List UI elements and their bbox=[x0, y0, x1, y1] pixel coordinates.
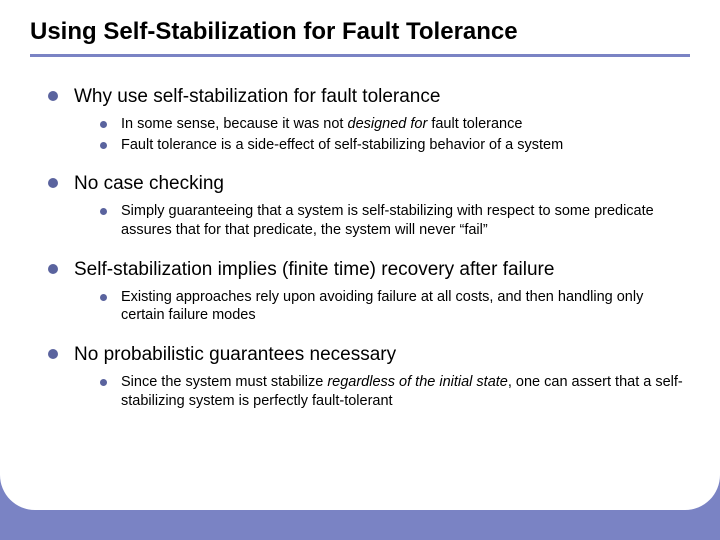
sub-text: Existing approaches rely upon avoiding f… bbox=[121, 288, 690, 326]
main-item-row: No case checking bbox=[48, 172, 690, 196]
content-area: Using Self-Stabilization for Fault Toler… bbox=[0, 0, 720, 510]
list-item: Fault tolerance is a side-effect of self… bbox=[100, 136, 690, 155]
text-post: fault tolerance bbox=[427, 116, 522, 132]
bullet-icon bbox=[48, 264, 58, 274]
list-item: No case checking Simply guaranteeing tha… bbox=[48, 172, 690, 239]
list-item: Self-stabilization implies (finite time)… bbox=[48, 258, 690, 325]
list-item: In some sense, because it was not design… bbox=[100, 115, 690, 134]
bullet-icon bbox=[100, 208, 107, 215]
text-pre: Simply guaranteeing that a system is sel… bbox=[121, 203, 654, 238]
text-italic: designed for bbox=[348, 116, 428, 132]
list-item: Since the system must stabilize regardle… bbox=[100, 373, 690, 411]
sub-list: Existing approaches rely upon avoiding f… bbox=[48, 288, 690, 326]
text-pre: Existing approaches rely upon avoiding f… bbox=[121, 289, 643, 324]
bullet-icon bbox=[48, 91, 58, 101]
bullet-icon bbox=[48, 178, 58, 188]
main-item-row: Self-stabilization implies (finite time)… bbox=[48, 258, 690, 282]
slide: Using Self-Stabilization for Fault Toler… bbox=[0, 0, 720, 540]
main-text: No probabilistic guarantees necessary bbox=[74, 343, 396, 367]
main-text: Why use self-stabilization for fault tol… bbox=[74, 85, 440, 109]
bullet-icon bbox=[48, 349, 58, 359]
sub-list: Since the system must stabilize regardle… bbox=[48, 373, 690, 411]
list-item: Existing approaches rely upon avoiding f… bbox=[100, 288, 690, 326]
bullet-icon bbox=[100, 142, 107, 149]
main-list: Why use self-stabilization for fault tol… bbox=[30, 85, 690, 411]
bullet-icon bbox=[100, 121, 107, 128]
sub-text: Simply guaranteeing that a system is sel… bbox=[121, 202, 690, 240]
main-item-row: No probabilistic guarantees necessary bbox=[48, 343, 690, 367]
list-item: No probabilistic guarantees necessary Si… bbox=[48, 343, 690, 410]
text-pre: Fault tolerance is a side-effect of self… bbox=[121, 137, 563, 153]
list-item: Simply guaranteeing that a system is sel… bbox=[100, 202, 690, 240]
text-italic: regardless of the initial state bbox=[327, 374, 508, 390]
sub-text: Fault tolerance is a side-effect of self… bbox=[121, 136, 563, 155]
bullet-icon bbox=[100, 294, 107, 301]
main-text: No case checking bbox=[74, 172, 224, 196]
text-pre: In some sense, because it was not bbox=[121, 116, 348, 132]
sub-text: Since the system must stabilize regardle… bbox=[121, 373, 690, 411]
list-item: Why use self-stabilization for fault tol… bbox=[48, 85, 690, 154]
sub-list: Simply guaranteeing that a system is sel… bbox=[48, 202, 690, 240]
main-item-row: Why use self-stabilization for fault tol… bbox=[48, 85, 690, 109]
text-pre: Since the system must stabilize bbox=[121, 374, 327, 390]
sub-text: In some sense, because it was not design… bbox=[121, 115, 522, 134]
sub-list: In some sense, because it was not design… bbox=[48, 115, 690, 155]
bullet-icon bbox=[100, 379, 107, 386]
main-text: Self-stabilization implies (finite time)… bbox=[74, 258, 554, 282]
slide-title: Using Self-Stabilization for Fault Toler… bbox=[30, 18, 690, 57]
